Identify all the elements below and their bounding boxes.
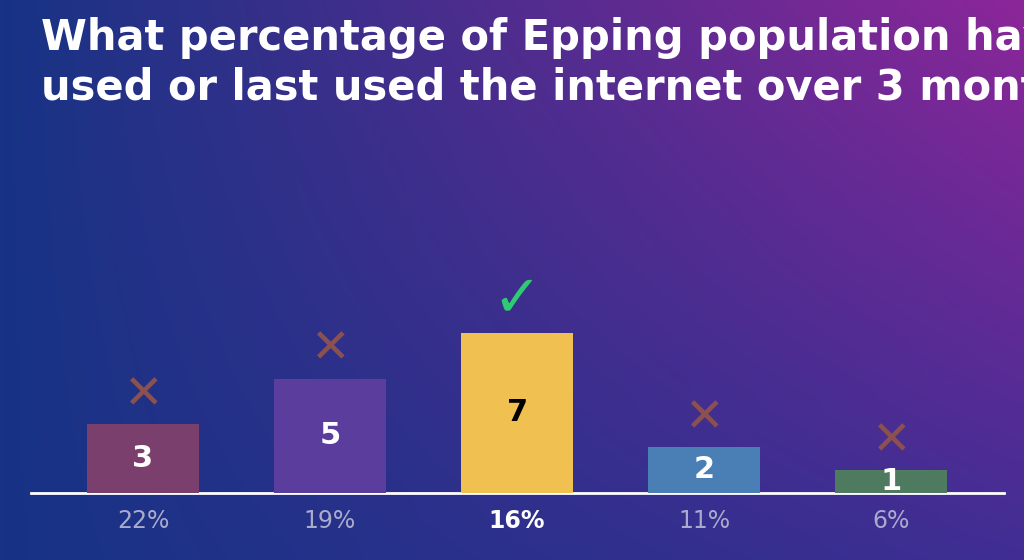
Text: ✕: ✕ (310, 328, 350, 373)
Text: 3: 3 (132, 444, 154, 473)
Text: 6%: 6% (872, 509, 910, 533)
Bar (274, 379, 386, 493)
Text: 5: 5 (319, 421, 341, 450)
Bar (836, 470, 947, 493)
Text: What percentage of Epping population have never
used or last used the internet o: What percentage of Epping population hav… (41, 17, 1024, 109)
Text: 19%: 19% (304, 509, 356, 533)
Text: ✕: ✕ (871, 419, 911, 464)
Text: 2: 2 (693, 455, 715, 484)
Bar (648, 447, 761, 493)
Bar (461, 333, 573, 493)
Text: 22%: 22% (117, 509, 169, 533)
Text: ✕: ✕ (123, 374, 163, 418)
Text: 16%: 16% (488, 509, 546, 533)
Bar (87, 424, 199, 493)
Text: 11%: 11% (678, 509, 730, 533)
Text: 7: 7 (507, 398, 527, 427)
Text: 1: 1 (881, 467, 902, 496)
Text: ✕: ✕ (684, 396, 724, 441)
Text: ✓: ✓ (493, 270, 542, 327)
